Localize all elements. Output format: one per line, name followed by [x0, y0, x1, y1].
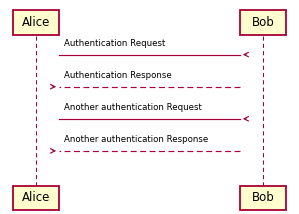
FancyBboxPatch shape: [13, 186, 59, 210]
Text: Bob: Bob: [252, 192, 274, 204]
Text: Alice: Alice: [22, 16, 50, 29]
FancyBboxPatch shape: [13, 10, 59, 35]
Text: Bob: Bob: [252, 16, 274, 29]
Text: Another authentication Response: Another authentication Response: [64, 135, 208, 144]
FancyBboxPatch shape: [240, 186, 286, 210]
FancyBboxPatch shape: [240, 10, 286, 35]
Text: Authentication Request: Authentication Request: [64, 39, 165, 48]
Text: Another authentication Request: Another authentication Request: [64, 103, 202, 112]
Text: Alice: Alice: [22, 192, 50, 204]
Text: Authentication Response: Authentication Response: [64, 71, 171, 80]
